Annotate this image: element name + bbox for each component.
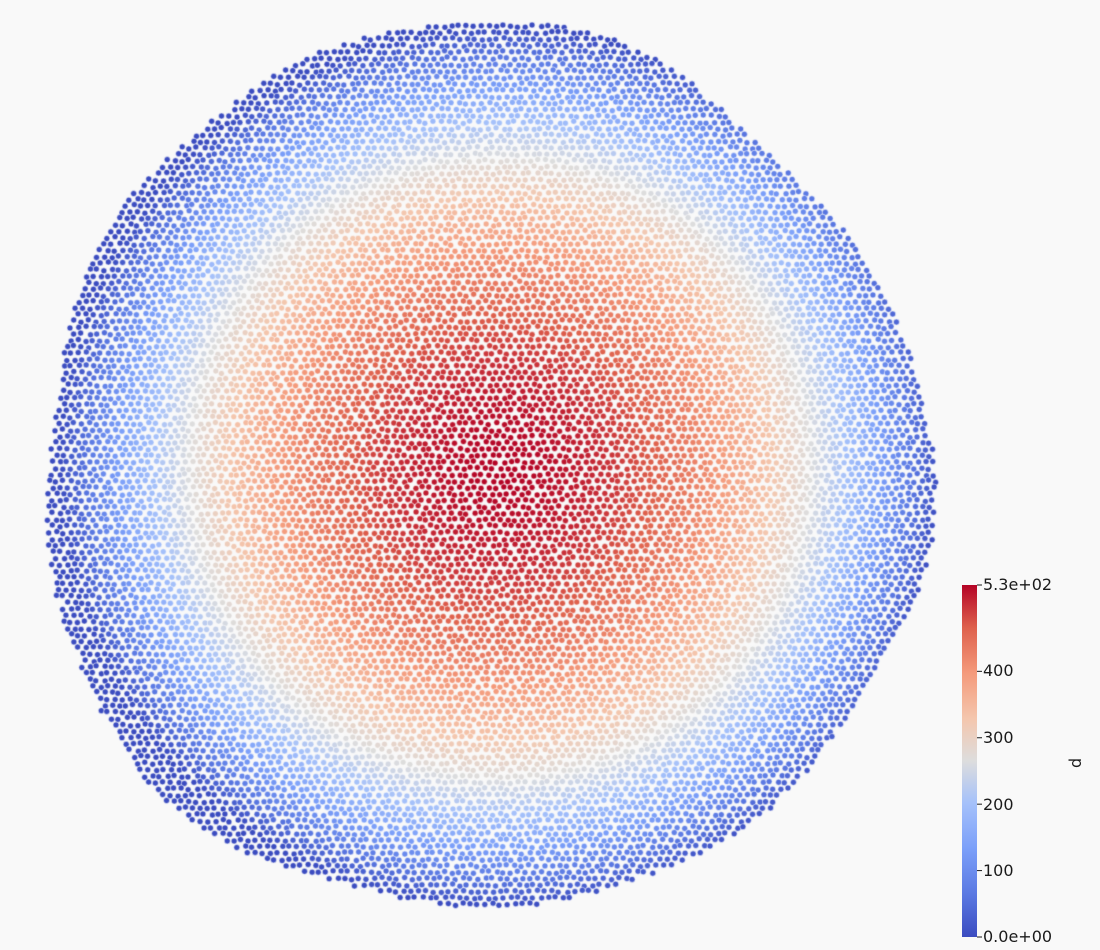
tick-label-100: 100	[983, 861, 1014, 880]
tick-label-min: 0.0e+00	[983, 927, 1053, 946]
tick-label-400: 400	[983, 661, 1014, 680]
tick-label-200: 200	[983, 795, 1014, 814]
scalar-bar-gradient	[962, 585, 977, 937]
scalar-bar-ticks	[977, 584, 982, 938]
scalar-bar-title: p	[1068, 757, 1087, 769]
tick-label-300: 300	[983, 728, 1014, 747]
scalar-bar-graphic	[962, 584, 982, 938]
tick-label-max: 5.3e+02	[983, 575, 1053, 594]
scalar-bar: 5.3e+02 400 300 200 100 0.0e+00 p	[940, 570, 1100, 950]
